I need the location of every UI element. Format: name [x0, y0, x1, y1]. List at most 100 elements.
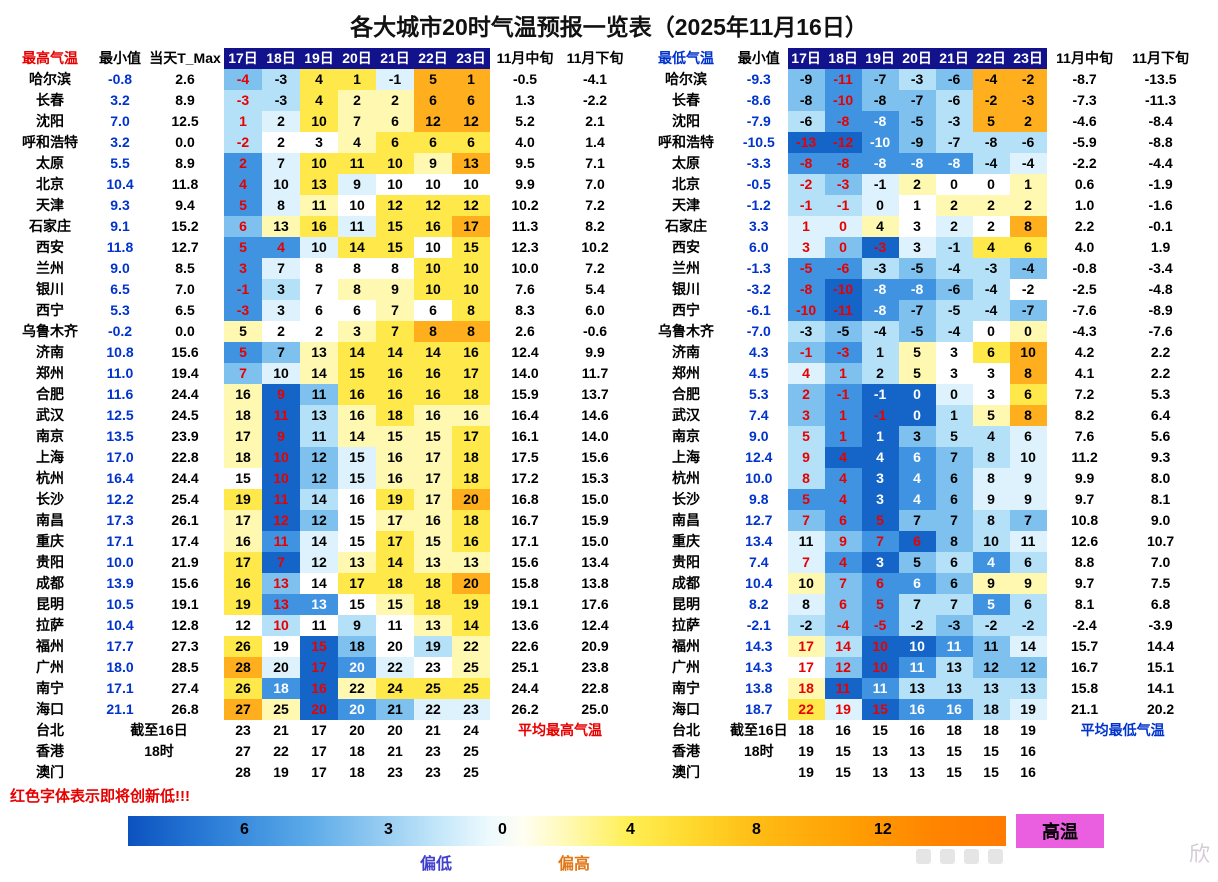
- mid-nov-avg: 4.0: [1074, 239, 1095, 255]
- day-forecast-value: -12: [824, 132, 862, 153]
- tail-label: [490, 762, 630, 783]
- city-row: 哈尔滨 -9.3 -9 -11 -7 -3 -6 -4 -2 -8.7 -13.5: [642, 69, 1199, 90]
- day-forecast-value: 2: [935, 216, 973, 237]
- day-forecast-value: 15: [835, 743, 851, 759]
- day-forecast-value: 14: [414, 342, 452, 363]
- mid-nov-avg: 15.8: [1070, 680, 1099, 696]
- day-forecast-value: 4: [898, 489, 936, 510]
- day-forecast-value: 18: [349, 743, 365, 759]
- day-forecast-value: 15: [835, 764, 851, 780]
- late-nov-avg: 15.0: [581, 491, 609, 507]
- day-forecast-value: 5: [972, 594, 1010, 615]
- day-col-header: 21日: [935, 48, 973, 69]
- city-name: 南京: [36, 428, 64, 444]
- day-forecast-value: 6: [1009, 594, 1047, 615]
- day-forecast-value: 1: [1009, 174, 1047, 195]
- today-tmax-value: 9.4: [175, 197, 195, 213]
- day-forecast-value: 12: [300, 552, 338, 573]
- day-forecast-value: 2: [338, 90, 376, 111]
- city-name: 长春: [36, 92, 64, 108]
- today-tmax-value: 24.4: [171, 386, 199, 402]
- day-forecast-value: 13: [909, 764, 925, 780]
- day-forecast-value: 3: [787, 237, 825, 258]
- legend-labels: 偏低 偏高: [128, 848, 1006, 873]
- day-forecast-value: 15: [452, 237, 490, 258]
- day-forecast-value: 18: [798, 722, 814, 738]
- day-forecast-value: -3: [262, 69, 300, 90]
- day-forecast-value: 4: [787, 363, 825, 384]
- day-forecast-value: 10: [1009, 342, 1047, 363]
- city-name: 福州: [36, 638, 64, 654]
- late-nov-avg: 2.1: [585, 113, 605, 129]
- day-forecast-value: 21: [376, 699, 414, 720]
- day-forecast-value: -4: [935, 321, 973, 342]
- today-tmax-value: 28.5: [171, 659, 199, 675]
- day-forecast-value: 11: [338, 216, 376, 237]
- late-nov-avg: 5.4: [585, 281, 605, 297]
- record-min-value: 17.0: [106, 449, 134, 465]
- day-forecast-value: 25: [262, 699, 300, 720]
- day-forecast-value: 13: [300, 405, 338, 426]
- day-forecast-value: -13: [787, 132, 825, 153]
- scale-tick: 6: [240, 821, 249, 838]
- day-forecast-value: 12: [376, 195, 414, 216]
- day-forecast-value: 13: [262, 216, 300, 237]
- day-forecast-value: 4: [972, 552, 1010, 573]
- day-forecast-value: 17: [224, 510, 262, 531]
- day-forecast-value: 15: [414, 531, 452, 552]
- city-name: 海口: [672, 701, 700, 717]
- day-forecast-value: 6: [353, 302, 361, 318]
- day-forecast-value: 9: [824, 531, 862, 552]
- day-col-header: 22日: [414, 48, 452, 69]
- city-row: 杭州 10.0 8 4 3 4 6 8 9 9.9 8.0: [642, 468, 1199, 489]
- day-forecast-value: -8: [861, 279, 899, 300]
- day-forecast-value: 3: [987, 365, 995, 381]
- record-min-value: 5.5: [110, 155, 130, 171]
- city-row: 海口 21.1 26.8 27 25 20 20 21 22 23 26.2 25.0: [6, 699, 630, 720]
- day-forecast-value: 16: [909, 722, 925, 738]
- late-nov-avg: -7.6: [1148, 323, 1173, 339]
- day-forecast-value: 9: [972, 573, 1010, 594]
- day-forecast-value: -4: [972, 300, 1010, 321]
- day-forecast-value: 26: [224, 636, 262, 657]
- day-forecast-value: 8: [353, 260, 361, 276]
- record-min-value: 6.0: [749, 239, 769, 255]
- day-forecast-value: 11: [824, 678, 862, 699]
- day-forecast-value: 4: [972, 237, 1010, 258]
- day-forecast-value: 18: [946, 722, 962, 738]
- day-forecast-value: 6: [452, 90, 490, 111]
- mid-nov-avg: 24.4: [511, 680, 539, 696]
- city-row: 北京 -0.5 -2 -3 -1 2 0 0 1 0.6 -1.9: [642, 174, 1199, 195]
- mid-nov-avg: 15.9: [511, 386, 539, 402]
- day-forecast-value: 8: [338, 279, 376, 300]
- day-forecast-value: 5: [224, 237, 262, 258]
- day-forecast-value: 13: [872, 764, 888, 780]
- day-forecast-value: -5: [898, 111, 936, 132]
- late-nov-avg: 6.0: [585, 302, 605, 318]
- record-min-value: 12.4: [745, 449, 773, 465]
- today-tmax-value: 17.4: [171, 533, 199, 549]
- late-nov-avg: 5.3: [1150, 386, 1171, 402]
- city-name: 昆明: [36, 596, 64, 612]
- late-nov-avg: 15.1: [1146, 659, 1175, 675]
- day-forecast-value: -5: [935, 300, 973, 321]
- scale-tick: 12: [874, 821, 892, 838]
- day-forecast-value: -8: [935, 153, 973, 174]
- record-min-value: -0.8: [107, 71, 133, 87]
- day-forecast-value: 7: [262, 552, 300, 573]
- day-forecast-value: 18: [414, 594, 452, 615]
- late-nov-avg: 12.4: [581, 617, 609, 633]
- day-forecast-value: 4: [824, 447, 862, 468]
- mid-nov-avg: 14.0: [511, 365, 539, 381]
- mid-nov-avg: 10.8: [1070, 512, 1099, 528]
- day-forecast-value: -2: [1009, 69, 1047, 90]
- day-forecast-value: -10: [787, 300, 825, 321]
- day-forecast-value: 4: [898, 468, 936, 489]
- day-col-header: 20日: [338, 48, 376, 69]
- day-forecast-value: 12: [452, 111, 490, 132]
- day-forecast-value: -4: [224, 69, 262, 90]
- city-row: 重庆 17.1 17.4 16 11 14 15 17 15 16 17.1 15.0: [6, 531, 630, 552]
- day-forecast-value: 16: [414, 384, 452, 405]
- city-name: 南昌: [36, 512, 64, 528]
- day-forecast-value: 23: [425, 743, 441, 759]
